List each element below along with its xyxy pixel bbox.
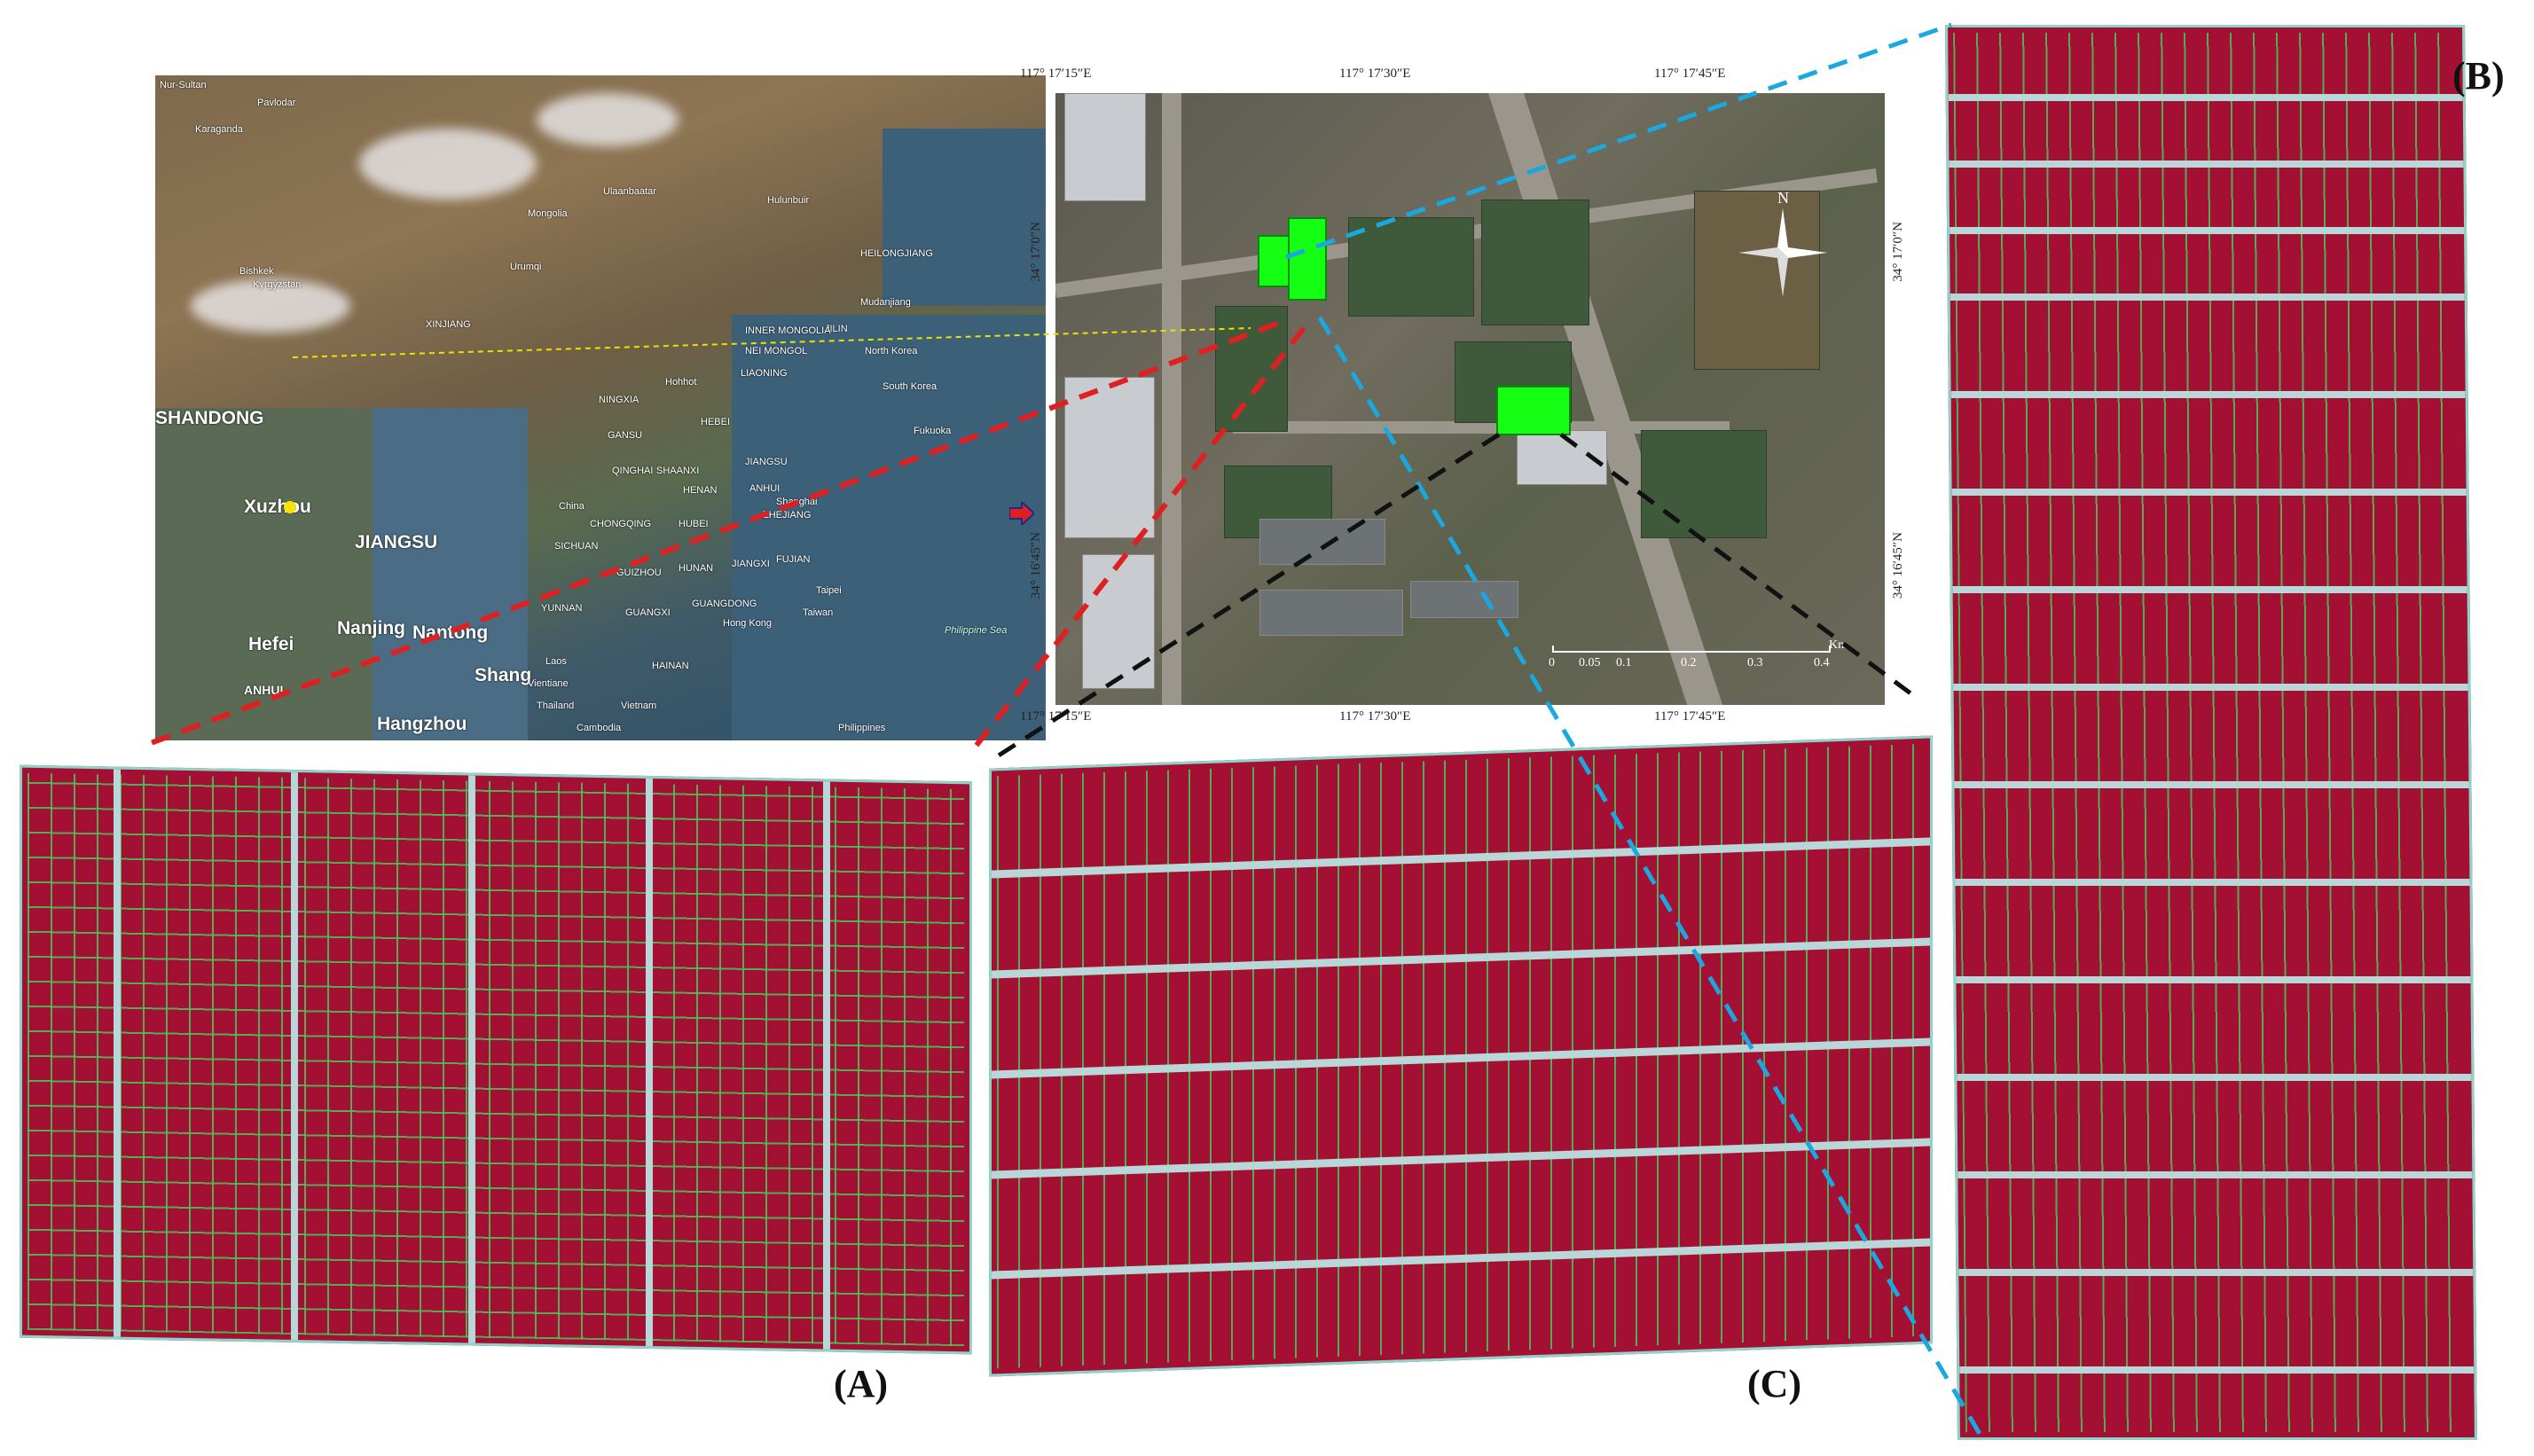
map-label: Nur-Sultan [160, 80, 207, 90]
panel-a-label: (A) [834, 1362, 889, 1405]
inset-jiangsu-label: JIANGSU [355, 532, 438, 552]
inset-hangzhou-label: Hangzhou [377, 714, 467, 734]
map-label: QINGHAI [612, 466, 654, 476]
top-tick-3: 117° 17′45″E [1654, 67, 1726, 81]
map-label: HENAN [683, 485, 718, 496]
map-label: North Korea [865, 346, 918, 356]
inset-shang-label: Shang [475, 665, 532, 685]
map-label: GANSU [608, 430, 643, 441]
scale-value: 0.4 [1814, 656, 1830, 669]
map-label: Philippine Sea [945, 625, 1008, 636]
study-site-1 [1258, 235, 1293, 287]
map-label: Laos [545, 656, 567, 667]
map-label: Urumqi [510, 262, 542, 272]
map-label: HAINAN [652, 661, 689, 671]
bottom-tick-3: 117° 17′45″E [1654, 709, 1726, 724]
panel-c-label: (C) [1747, 1362, 1802, 1405]
map-label: Mongolia [528, 208, 568, 219]
map-label: ANHUI [749, 483, 781, 494]
map-label: HUNAN [679, 563, 714, 574]
map-label: Hulunbuir [767, 195, 810, 206]
map-label: Vientiane [528, 678, 569, 689]
map-label: GUANGDONG [692, 599, 757, 609]
map-label: JIANGSU [745, 457, 788, 467]
map-label: Kyrgyzstan [253, 279, 302, 290]
study-site-2 [1288, 217, 1327, 301]
xuzhou-marker-icon [284, 501, 296, 513]
map-label: Hohhot [665, 377, 697, 387]
map-label: YUNNAN [541, 603, 583, 614]
map-label: Fukuoka [914, 426, 952, 436]
inset-anhui-label: ANHUI [244, 683, 284, 697]
arrow-icon [1008, 499, 1036, 528]
top-tick-1: 117° 17′15″E [1020, 67, 1092, 81]
map-label: SICHUAN [554, 541, 599, 552]
map-label: NINGXIA [599, 395, 639, 405]
map-label: Taipei [816, 585, 842, 596]
scale-bar: 0 0.05 0.1 0.2 0.3 0.4 Km [1549, 638, 1854, 683]
map-label: Pavlodar [257, 98, 296, 108]
map-label: Mudanjiang [860, 297, 911, 308]
map-label: XINJIANG [426, 319, 471, 330]
map-label: JIANGXI [732, 559, 770, 569]
bottom-tick-2: 117° 17′30″E [1339, 709, 1411, 724]
panel-b-label: (B) [2452, 54, 2505, 98]
north-arrow-icon: N [1730, 189, 1836, 306]
map-label: HEBEI [701, 417, 731, 427]
map-label: ZHEJIANG [763, 510, 812, 521]
inset-nanjing-label: Nanjing [337, 618, 405, 638]
map-label: South Korea [883, 381, 938, 392]
map-label: GUIZHOU [616, 568, 662, 578]
study-site-3 [1496, 386, 1571, 435]
map-label: Ulaanbaatar [603, 186, 656, 197]
map-label: JILIN [825, 324, 848, 334]
scale-value: 0.1 [1616, 656, 1632, 669]
map-label: NEI MONGOL [745, 346, 808, 356]
map-label: China [559, 501, 584, 512]
overview-map: SHANDONG Xuzhou JIANGSU Hefei Nanjing Na… [155, 75, 1046, 740]
map-label: HUBEI [679, 519, 709, 529]
map-label: SHAANXI [656, 466, 700, 476]
map-label: Karaganda [195, 124, 243, 135]
map-label: INNER MONGOLIA [745, 325, 831, 336]
map-label: Taiwan [803, 607, 834, 618]
map-label: CHONGQING [590, 519, 652, 529]
map-label: Cambodia [577, 723, 622, 733]
map-label: Thailand [537, 701, 575, 711]
inset-hefei-label: Hefei [248, 634, 294, 654]
north-label: N [1777, 189, 1789, 207]
inset-xuzhou-label: Xuzhou [244, 497, 311, 517]
map-label: Hong Kong [723, 618, 773, 629]
map-label: LIAONING [741, 368, 788, 379]
scale-value: 0.05 [1579, 656, 1601, 669]
top-tick-2: 117° 17′30″E [1339, 67, 1411, 81]
map-label: Vietnam [621, 701, 657, 711]
map-label: Bishkek [239, 266, 274, 277]
jiangsu-inset: SHANDONG Xuzhou JIANGSU Hefei Nanjing Na… [155, 408, 532, 740]
scale-value: 0.3 [1747, 656, 1763, 669]
scale-unit: Km [1829, 638, 1848, 652]
map-label: Philippines [838, 723, 886, 733]
map-label: HEILONGJIANG [860, 248, 933, 259]
scale-value: 0 [1549, 656, 1555, 669]
inset-shandong-label: SHANDONG [155, 408, 264, 428]
scale-value: 0.2 [1681, 656, 1697, 669]
map-label: GUANGXI [625, 607, 671, 618]
map-label: FUJIAN [776, 554, 811, 565]
